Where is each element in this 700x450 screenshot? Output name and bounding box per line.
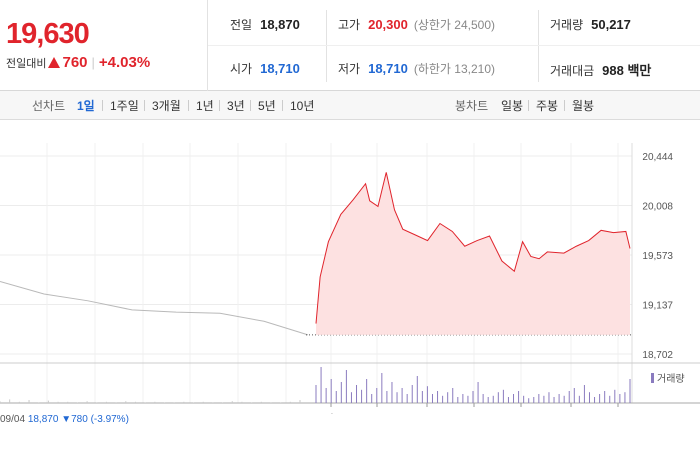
- up-arrow-icon: [48, 57, 61, 68]
- price-box: 19,630 전일대비 760 | +4.03%: [0, 0, 208, 91]
- divider: [538, 10, 539, 82]
- y-tick-label: 19,137: [642, 301, 673, 312]
- prev-day-info: 09/04 18,870 ▼780 (-3.97%): [0, 414, 129, 425]
- tab-weekly[interactable]: 주봉: [536, 99, 559, 113]
- tab-5year[interactable]: 5년: [258, 99, 276, 113]
- prev-day-line: [0, 281, 309, 336]
- stat-value: 988 백만: [602, 63, 652, 78]
- prev-day-pct: (-3.97%): [90, 414, 129, 425]
- prev-day-change: 780: [71, 414, 88, 425]
- divider: |: [91, 55, 95, 70]
- divider: [188, 100, 189, 111]
- tab-1year[interactable]: 1년: [196, 99, 214, 113]
- divider: [326, 10, 327, 82]
- divider: [564, 100, 565, 111]
- divider: [219, 100, 220, 111]
- today-area: [316, 172, 630, 335]
- tab-1week[interactable]: 1주일: [110, 99, 139, 113]
- stat-open: 시가 18,710: [230, 60, 300, 77]
- stat-label: 시가: [230, 62, 253, 76]
- stat-low: 저가 18,710 (하한가 13,210): [338, 60, 495, 77]
- divider: [250, 100, 251, 111]
- divider: [102, 100, 103, 111]
- stat-amount: 거래대금 988 백만: [550, 60, 651, 79]
- stat-high: 고가 20,300 (상한가 24,500): [338, 16, 495, 33]
- x-tick-label: 11:00: [415, 413, 440, 414]
- stat-prev-close: 전일 18,870: [230, 16, 300, 33]
- change-percent: +4.03%: [98, 54, 151, 71]
- stat-sub: (하한가 13,210): [413, 62, 496, 76]
- change-value: 760: [62, 54, 88, 71]
- today-line: [315, 172, 631, 324]
- quote-header: 19,630 전일대비 760 | +4.03% 전일 18,870 고가 20,300 (…: [0, 0, 700, 91]
- prev-day-date: 09/04: [0, 414, 26, 425]
- volume-legend-label: 거래량: [657, 373, 685, 385]
- volume-legend-icon: [651, 373, 654, 383]
- tab-daily[interactable]: 일봉: [501, 99, 524, 113]
- tab-monthly[interactable]: 월봉: [572, 99, 595, 113]
- divider: [144, 100, 145, 111]
- y-tick-label: 19,573: [642, 251, 673, 262]
- tab-3year[interactable]: 3년: [227, 99, 245, 113]
- stat-volume: 거래량 50,217: [550, 16, 631, 33]
- x-tick-label: 09/05: [318, 413, 343, 414]
- stat-value: 20,300: [368, 17, 408, 32]
- prev-close-compare-label: 전일대비: [6, 58, 47, 70]
- x-tick-label: 15:00: [605, 413, 630, 414]
- price-chart: 20,444 20,008 19,573 19,137 18,702 거래량 09/05 10…: [0, 143, 700, 414]
- stat-value: 18,710: [368, 61, 408, 76]
- stat-label: 고가: [338, 18, 361, 32]
- stat-label: 저가: [338, 62, 361, 76]
- chart-tabs: 선차트 1일 1주일 3개월 1년 3년 5년 10년 봉차트 일봉 주봉 월봉: [0, 91, 700, 120]
- divider: [528, 100, 529, 111]
- y-tick-label: 20,444: [642, 152, 673, 163]
- prev-day-close: 18,870: [27, 414, 59, 425]
- y-tick-label: 18,702: [642, 350, 673, 361]
- stats-panel: 전일 18,870 고가 20,300 (상한가 24,500) 거래량 50,217 …: [208, 0, 700, 91]
- candle-chart-label: 봉차트: [455, 99, 489, 113]
- stat-value: 50,217: [591, 17, 631, 32]
- x-tick-label: 14:00: [558, 413, 583, 414]
- divider: [208, 45, 700, 46]
- down-arrow-icon: ▼: [61, 414, 72, 425]
- line-chart-label: 선차트: [32, 99, 66, 113]
- stat-label: 전일: [230, 18, 253, 32]
- stat-label: 거래대금: [550, 64, 595, 78]
- y-tick-label: 20,008: [642, 202, 673, 213]
- price-change: 전일대비 760 | +4.03%: [6, 54, 150, 71]
- current-price: 19,630: [6, 18, 90, 50]
- x-tick-label: 13:00: [508, 413, 533, 414]
- stat-label: 거래량: [550, 18, 584, 32]
- stat-value: 18,710: [260, 61, 300, 76]
- tab-3month[interactable]: 3개월: [152, 99, 181, 113]
- divider: [282, 100, 283, 111]
- x-tick-label: 10:00: [364, 413, 389, 414]
- stat-sub: (상한가 24,500): [413, 18, 496, 32]
- tab-1day[interactable]: 1일: [77, 99, 95, 113]
- x-tick-label: 12:00: [461, 413, 486, 414]
- tab-10year[interactable]: 10년: [290, 99, 315, 113]
- stat-value: 18,870: [260, 17, 300, 32]
